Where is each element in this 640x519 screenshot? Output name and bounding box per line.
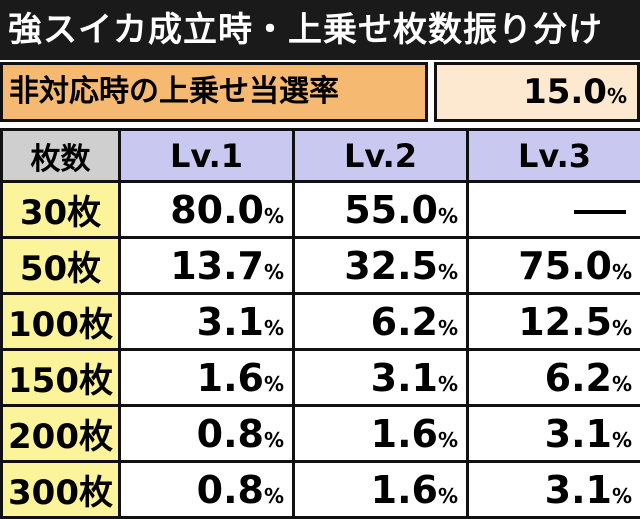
header-lv2: Lv.2 <box>292 128 469 183</box>
value-number: 1.6 <box>370 467 438 512</box>
value-unit: % <box>263 259 284 284</box>
win-rate-value: 15.0% <box>434 62 640 122</box>
row-label: 150枚 <box>0 348 121 407</box>
row-label: 200枚 <box>0 404 121 463</box>
value-number: 75.0 <box>518 243 612 288</box>
win-rate-number: 15.0 <box>523 72 607 112</box>
table-header-row: 枚数 Lv.1 Lv.2 Lv.3 <box>0 128 640 183</box>
value-unit: % <box>263 203 284 228</box>
table-body: 30枚80.0%55.0%—50枚13.7%32.5%75.0%100枚3.1%… <box>0 180 640 519</box>
table-row: 150枚 1.6% 3.1% 6.2% <box>0 348 640 407</box>
win-rate-row: 非対応時の上乗せ当選率 15.0% <box>0 62 640 122</box>
value-number: 13.7 <box>170 243 264 288</box>
row-label: 30枚 <box>0 180 121 239</box>
value-cell: 1.6% <box>118 348 295 407</box>
value-number: 1.6 <box>196 355 264 400</box>
header-lv1: Lv.1 <box>118 128 295 183</box>
value-unit: % <box>437 427 458 452</box>
value-unit: % <box>611 427 632 452</box>
value-unit: % <box>263 427 284 452</box>
value-unit: % <box>263 371 284 396</box>
value-cell: 0.8% <box>118 460 295 519</box>
value-cell: 13.7% <box>118 236 295 295</box>
value-unit: % <box>437 483 458 508</box>
value-number: 3.1 <box>544 467 612 512</box>
value-number: 6.2 <box>370 299 438 344</box>
value-cell: 32.5% <box>292 236 469 295</box>
win-rate-label: 非対応時の上乗せ当選率 <box>0 62 428 122</box>
value-unit: % <box>611 259 632 284</box>
value-unit: % <box>263 315 284 340</box>
value-cell: 3.1% <box>466 404 640 463</box>
value-unit: % <box>611 371 632 396</box>
value-unit: % <box>263 483 284 508</box>
page-title: 強スイカ成立時・上乗せ枚数振り分け <box>0 0 640 60</box>
header-lv3: Lv.3 <box>466 128 640 183</box>
table-row: 300枚 0.8% 1.6% 3.1% <box>0 460 640 519</box>
value-cell: 3.1% <box>118 292 295 351</box>
value-cell: 1.6% <box>292 404 469 463</box>
value-number: 32.5 <box>344 243 438 288</box>
value-number: 6.2 <box>544 355 612 400</box>
value-unit: % <box>437 259 458 284</box>
value-cell: 3.1% <box>292 348 469 407</box>
value-number: 3.1 <box>196 299 264 344</box>
value-unit: % <box>611 315 632 340</box>
distribution-table: 枚数 Lv.1 Lv.2 Lv.3 30枚80.0%55.0%—50枚13.7%… <box>0 128 640 519</box>
value-number: 55.0 <box>344 187 438 232</box>
value-number: 1.6 <box>370 411 438 456</box>
table-row: 50枚 13.7% 32.5% 75.0% <box>0 236 640 295</box>
table-row: 100枚 3.1% 6.2% 12.5% <box>0 292 640 351</box>
value-cell: 3.1% <box>466 460 640 519</box>
value-number: 0.8 <box>196 411 264 456</box>
value-unit: % <box>437 315 458 340</box>
value-number: 3.1 <box>544 411 612 456</box>
win-rate-unit: % <box>606 84 627 108</box>
value-cell: 6.2% <box>292 292 469 351</box>
value-number: 12.5 <box>518 299 612 344</box>
value-cell: 12.5% <box>466 292 640 351</box>
value-cell: 1.6% <box>292 460 469 519</box>
value-unit: % <box>437 371 458 396</box>
table-row: 200枚 0.8% 1.6% 3.1% <box>0 404 640 463</box>
value-cell: 0.8% <box>118 404 295 463</box>
value-number: 80.0 <box>170 187 264 232</box>
value-cell: — <box>466 180 640 239</box>
value-number: 3.1 <box>370 355 438 400</box>
value-cell: 55.0% <box>292 180 469 239</box>
value-unit: % <box>611 483 632 508</box>
row-label: 50枚 <box>0 236 121 295</box>
value-number: 0.8 <box>196 467 264 512</box>
dash-mark: — <box>574 210 626 214</box>
value-cell: 6.2% <box>466 348 640 407</box>
value-cell: 75.0% <box>466 236 640 295</box>
row-label: 100枚 <box>0 292 121 351</box>
header-coins: 枚数 <box>0 128 121 183</box>
row-label: 300枚 <box>0 460 121 519</box>
value-cell: 80.0% <box>118 180 295 239</box>
value-unit: % <box>437 203 458 228</box>
